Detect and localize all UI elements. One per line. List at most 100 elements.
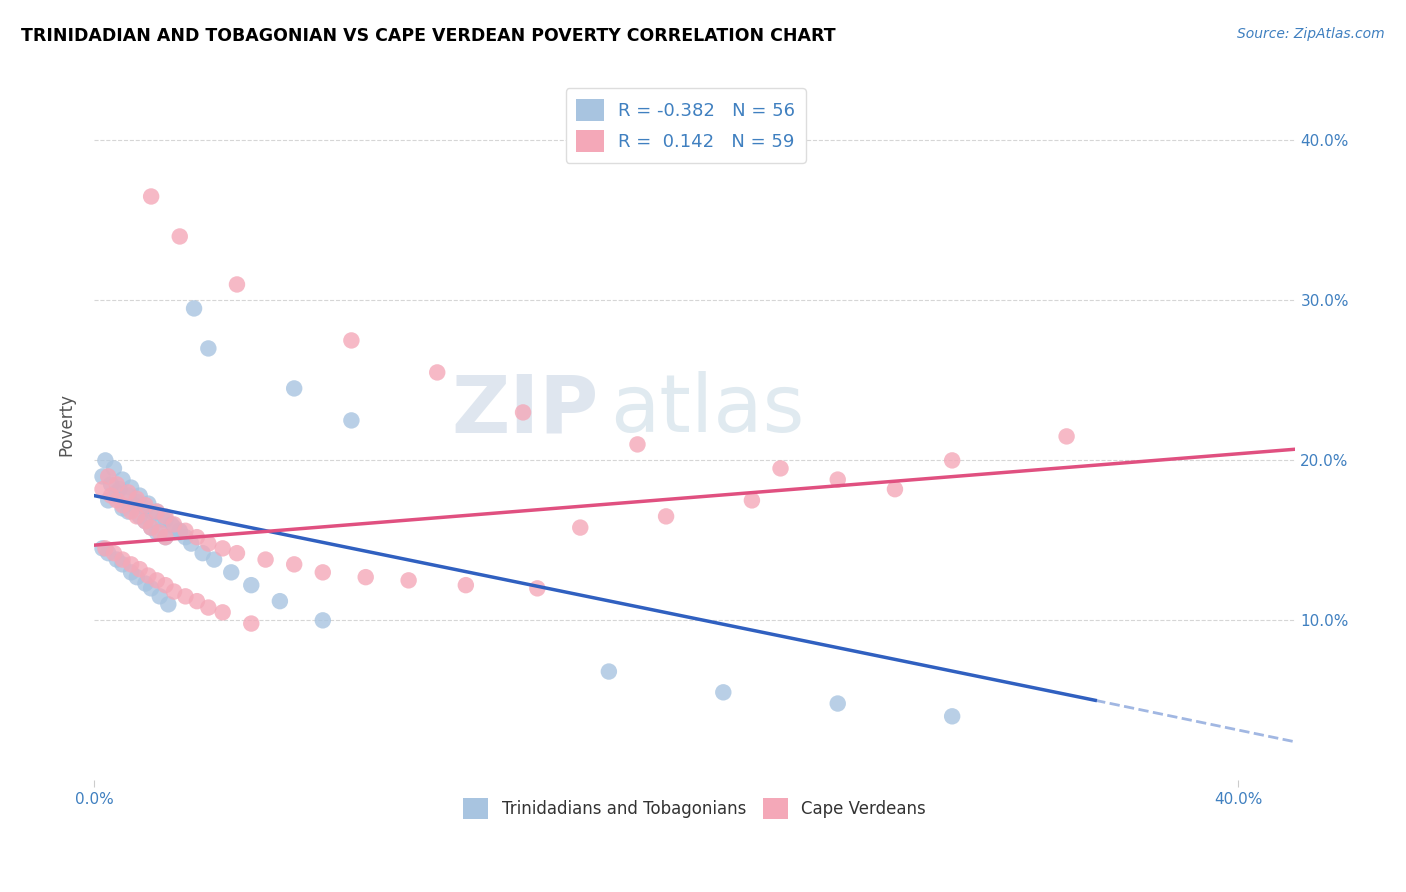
Point [941,453,963,467]
Point [105,485,128,500]
Point [155,530,177,544]
Point [97,469,120,483]
Point [827,473,849,487]
Point [769,461,792,475]
Point [354,570,377,584]
Point [197,536,219,550]
Point [211,605,233,619]
Point [146,525,169,540]
Point [111,498,134,512]
Point [163,584,186,599]
Point [152,512,174,526]
Point [454,578,477,592]
Point [827,697,849,711]
Point [226,277,249,292]
Point [169,524,191,538]
Point [120,566,142,580]
Point [146,505,169,519]
Point [655,509,678,524]
Point [240,578,263,592]
Point [103,461,125,475]
Point [155,578,177,592]
Point [174,530,197,544]
Point [120,558,142,572]
Point [111,552,134,566]
Point [134,514,156,528]
Point [100,489,122,503]
Point [97,546,120,560]
Point [143,506,166,520]
Point [283,381,305,395]
Point [202,552,225,566]
Point [128,562,150,576]
Point [711,685,734,699]
Point [398,574,420,588]
Point [100,477,122,491]
Point [598,665,620,679]
Point [186,594,208,608]
Point [134,576,156,591]
Text: Source: ZipAtlas.com: Source: ZipAtlas.com [1237,27,1385,41]
Point [105,552,128,566]
Point [191,546,214,560]
Point [340,334,363,348]
Point [155,512,177,526]
Point [197,342,219,356]
Point [174,590,197,604]
Point [149,525,172,540]
Point [97,493,120,508]
Point [120,481,142,495]
Point [134,501,156,516]
Point [340,413,363,427]
Point [211,541,233,556]
Point [163,517,186,532]
Legend: Trinidadians and Tobagonians, Cape Verdeans: Trinidadians and Tobagonians, Cape Verde… [457,792,932,825]
Point [240,616,263,631]
Point [105,493,128,508]
Point [103,546,125,560]
Point [141,520,163,534]
Point [569,520,592,534]
Point [269,594,291,608]
Point [141,582,163,596]
Point [941,709,963,723]
Point [91,482,114,496]
Point [169,229,191,244]
Point [94,453,117,467]
Point [157,598,180,612]
Point [136,568,159,582]
Point [174,524,197,538]
Point [111,558,134,572]
Y-axis label: Poverty: Poverty [58,392,75,456]
Point [149,590,172,604]
Point [111,501,134,516]
Point [125,495,148,509]
Point [312,566,335,580]
Point [94,541,117,556]
Point [426,366,449,380]
Point [197,600,219,615]
Point [117,505,139,519]
Point [125,509,148,524]
Text: atlas: atlas [610,371,806,450]
Point [312,613,335,627]
Point [91,469,114,483]
Point [155,509,177,524]
Point [163,520,186,534]
Point [155,530,177,544]
Point [117,489,139,503]
Point [120,505,142,519]
Point [180,536,202,550]
Point [526,582,548,596]
Point [146,505,169,519]
Point [169,525,191,540]
Point [226,546,249,560]
Point [183,301,205,316]
Point [125,491,148,506]
Point [128,489,150,503]
Point [1056,429,1078,443]
Point [91,541,114,556]
Point [128,509,150,524]
Point [512,405,534,419]
Point [134,514,156,528]
